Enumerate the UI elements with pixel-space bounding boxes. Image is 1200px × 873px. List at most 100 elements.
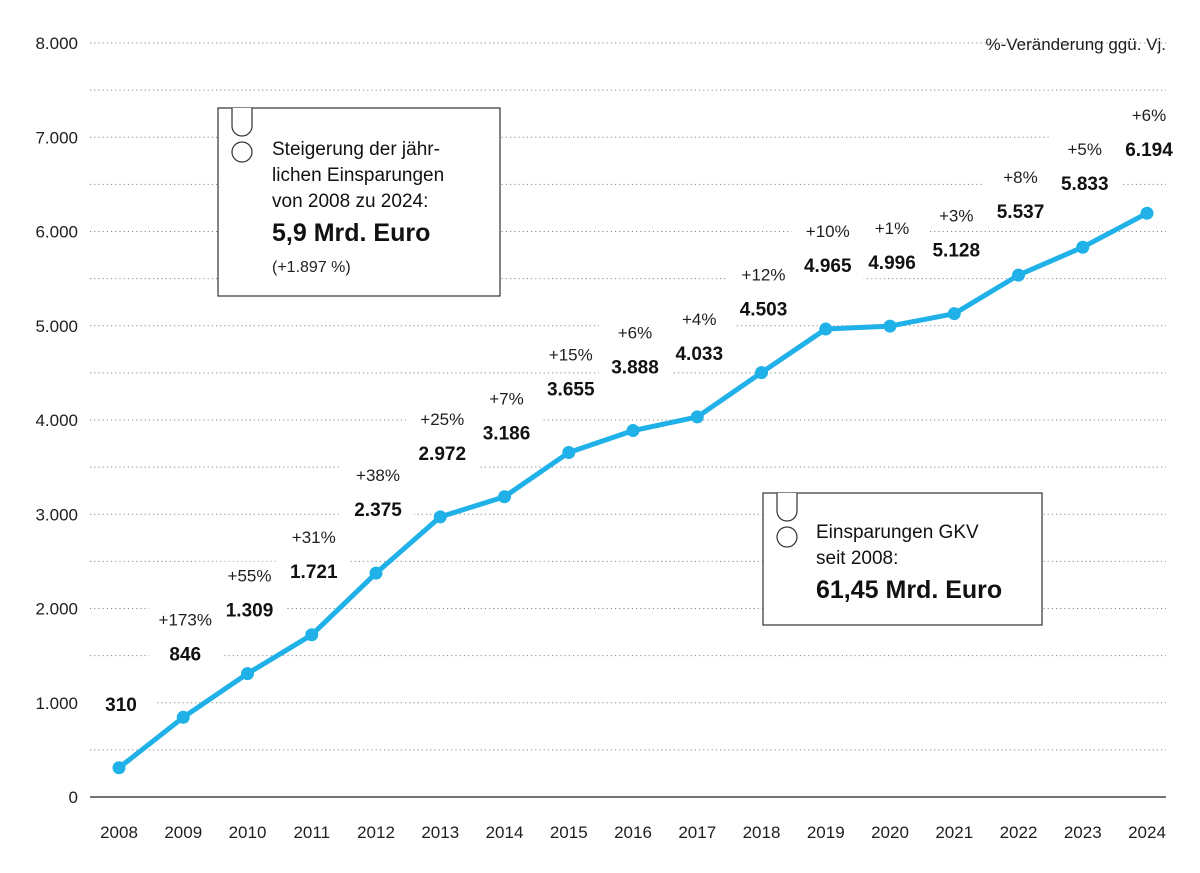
label-background (1113, 134, 1185, 165)
data-point (369, 566, 383, 580)
label-background (984, 196, 1057, 227)
y-tick-label: 1.000 (35, 694, 78, 713)
label-background (663, 337, 736, 368)
change-label: +3% (939, 207, 974, 226)
change-label: +25% (420, 410, 464, 429)
data-label: 5.537 (997, 202, 1045, 223)
data-point (626, 424, 640, 438)
label-background (1048, 168, 1121, 199)
annotation-box-frame (762, 492, 1043, 626)
box-increase-line2: lichen Einsparungen (272, 165, 444, 186)
label-background (149, 638, 222, 669)
change-label: +4% (682, 310, 717, 329)
change-label: +173% (159, 610, 212, 629)
data-point (562, 446, 576, 460)
y-tick-label: 3.000 (35, 505, 78, 524)
change-label: +10% (806, 222, 850, 241)
box-increase-line3: von 2008 zu 2024: (272, 191, 428, 212)
box-increase-line1: Steigerung der jähr- (272, 139, 440, 160)
data-point (1012, 268, 1025, 282)
series-line-layer (112, 206, 1154, 775)
x-tick-label: 2017 (678, 823, 716, 842)
change-label: +6% (618, 324, 653, 343)
annotation-box-frame (217, 107, 501, 297)
data-point (1140, 206, 1154, 220)
x-tick-label: 2010 (229, 823, 267, 842)
x-tick-label: 2011 (293, 823, 330, 842)
x-axis: 2008 2009 2010 2011 2012 2013 2014 2015 2016 2017… (100, 823, 1166, 842)
change-label: +6% (1132, 106, 1167, 125)
x-tick-label: 2018 (743, 823, 781, 842)
label-background (920, 234, 993, 265)
y-tick-label: 8.000 (35, 34, 78, 53)
label-background (85, 688, 157, 719)
box-increase-percent: (+1.897 %) (272, 259, 351, 276)
label-background (534, 340, 607, 368)
data-label: 6.194 (1125, 140, 1173, 161)
label-background (342, 461, 414, 489)
data-point (1076, 240, 1090, 254)
data-point (305, 628, 319, 642)
x-tick-label: 2008 (100, 823, 138, 842)
data-label: 846 (169, 644, 201, 665)
data-label: 1.721 (290, 562, 338, 583)
data-point (690, 410, 704, 424)
x-tick-label: 2014 (486, 823, 524, 842)
hole-icon (776, 526, 798, 548)
data-point (947, 307, 961, 321)
data-label: 4.503 (740, 300, 788, 321)
label-background (856, 247, 928, 278)
change-label: +31% (292, 528, 336, 547)
label-background (856, 214, 928, 242)
data-point (498, 490, 511, 504)
x-tick-label: 2009 (164, 823, 202, 842)
label-background (534, 373, 607, 404)
data-label: 4.965 (804, 256, 852, 277)
label-background (727, 260, 800, 288)
label-background (213, 561, 286, 589)
y-tick-label: 7.000 (35, 128, 78, 147)
data-point (241, 667, 254, 681)
label-background (470, 417, 543, 448)
label-background (599, 318, 671, 346)
box-total-amount: 61,45 Mrd. Euro (816, 576, 1002, 604)
box-total-line2: seit 2008: (816, 548, 898, 569)
data-point (755, 366, 768, 380)
value-labels: 310 +173% 846 +55% 1.309 +31% 1.721 +38% 2.375 +2… (85, 101, 1185, 719)
x-tick-label: 2016 (614, 823, 652, 842)
y-tick-label: 2.000 (35, 600, 78, 619)
data-label: 4.996 (868, 253, 916, 274)
label-background (213, 594, 286, 625)
label-background (727, 293, 800, 324)
data-point (819, 322, 833, 336)
label-background (149, 605, 222, 633)
x-tick-label: 2015 (550, 823, 588, 842)
x-tick-label: 2012 (357, 823, 395, 842)
label-background (920, 201, 993, 229)
x-tick-label: 2019 (807, 823, 845, 842)
label-background (406, 437, 479, 468)
data-label: 2.972 (418, 444, 466, 465)
x-tick-label: 2022 (1000, 823, 1038, 842)
data-label: 1.309 (226, 601, 274, 622)
data-point (176, 710, 190, 724)
change-label: +8% (1003, 168, 1038, 187)
data-label: 3.655 (547, 380, 595, 401)
label-background (1113, 101, 1185, 129)
label-background (663, 304, 736, 332)
label-background (470, 384, 543, 412)
change-label: +5% (1068, 140, 1103, 159)
label-background (1048, 135, 1121, 163)
data-point (433, 510, 447, 524)
x-tick-label: 2013 (421, 823, 459, 842)
change-label: +7% (489, 390, 524, 409)
hanger-notch-icon (231, 108, 253, 137)
label-background (984, 163, 1057, 191)
y-axis: 0 1.000 2.000 3.000 4.000 5.000 6.000 7.000 8.00… (35, 34, 78, 807)
hanger-notch-icon (776, 493, 798, 522)
y-tick-label: 0 (69, 788, 78, 807)
data-point (112, 761, 126, 775)
y-tick-label: 4.000 (35, 411, 78, 430)
